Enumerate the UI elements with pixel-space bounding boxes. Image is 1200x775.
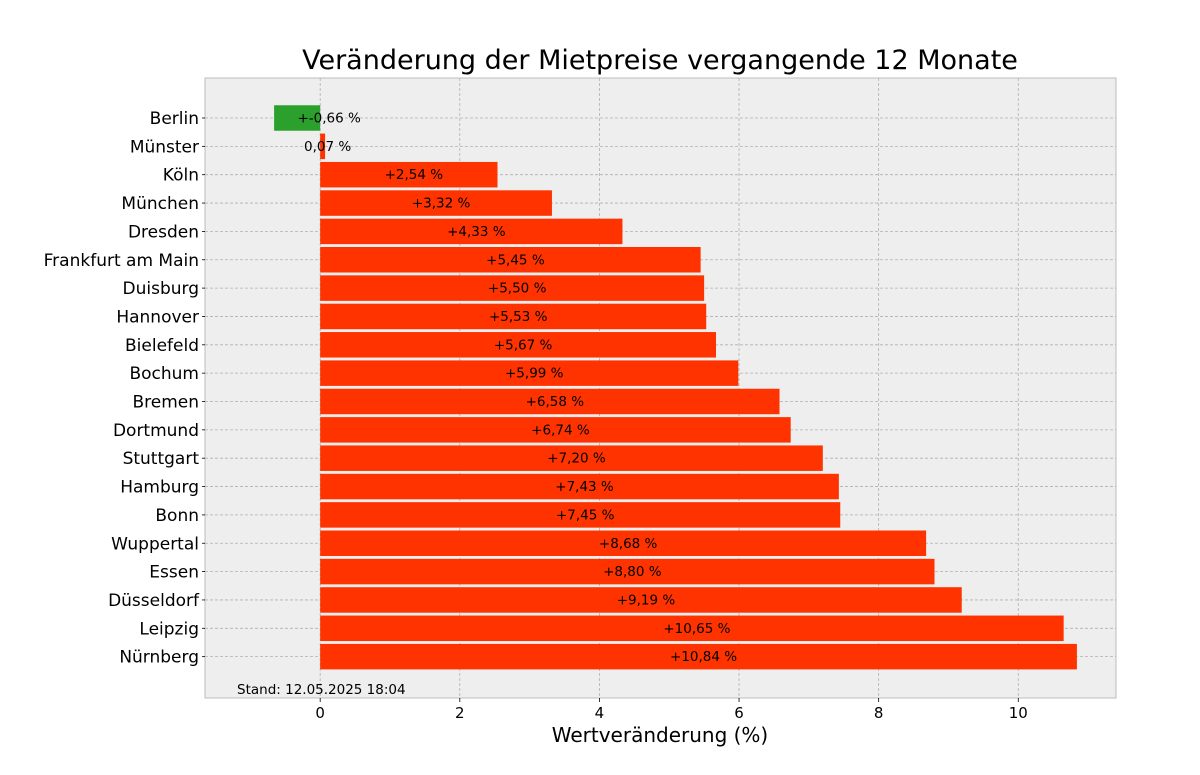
y-category-label: Bielefeld xyxy=(125,336,199,356)
bar xyxy=(320,417,791,443)
bar xyxy=(320,388,780,415)
bar xyxy=(320,303,707,330)
bar xyxy=(320,275,705,301)
x-tick-label: 6 xyxy=(734,704,744,722)
y-category-label: Köln xyxy=(163,166,199,186)
bar xyxy=(320,473,839,500)
y-category-label: Nürnberg xyxy=(119,648,199,668)
y-category-label: Dresden xyxy=(128,222,199,242)
x-tick-label: 8 xyxy=(874,704,884,722)
bar xyxy=(320,445,823,471)
x-axis-tick-labels: 0 2 4 6 8 10 xyxy=(315,698,1028,722)
bar-value-label: +7,43 % xyxy=(555,479,614,495)
y-category-label: Hannover xyxy=(116,307,199,327)
bar-value-label: +7,20 % xyxy=(547,451,606,467)
bar-value-label: +8,80 % xyxy=(603,564,662,580)
y-category-label: Düsseldorf xyxy=(108,591,200,611)
bar-value-label: +10,65 % xyxy=(663,621,730,637)
y-category-label: Hamburg xyxy=(120,478,199,498)
bar-value-label: +6,74 % xyxy=(531,422,590,438)
bar xyxy=(320,615,1064,642)
bar-value-label: +8,68 % xyxy=(599,536,658,552)
bar xyxy=(320,190,552,216)
y-category-label: Wuppertal xyxy=(111,534,199,554)
bar-value-label: +7,45 % xyxy=(556,507,615,523)
bar xyxy=(274,105,321,131)
y-category-label: Stuttgart xyxy=(123,449,200,469)
bar xyxy=(320,502,841,528)
bar xyxy=(320,530,927,556)
timestamp-annotation: Stand: 12.05.2025 18:04 xyxy=(237,682,406,698)
y-category-label: Dortmund xyxy=(113,421,199,441)
bar xyxy=(320,643,1077,670)
y-category-label: Frankfurt am Main xyxy=(44,251,199,271)
y-category-label: Leipzig xyxy=(139,619,199,639)
y-category-label: Bremen xyxy=(132,393,199,413)
chart-title: Veränderung der Mietpreise vergangende 1… xyxy=(302,45,1018,76)
bar xyxy=(320,558,935,585)
bar xyxy=(320,133,326,160)
bar xyxy=(320,161,498,188)
x-tick-label: 0 xyxy=(315,704,325,722)
bar-value-label: +2,54 % xyxy=(385,167,444,183)
bar-value-label: +4,33 % xyxy=(447,224,506,240)
bar-value-label: +9,19 % xyxy=(617,592,676,608)
bar-value-label: +-0,66 % xyxy=(297,111,361,127)
bar-value-label: +5,53 % xyxy=(489,309,548,325)
y-category-label: Bochum xyxy=(129,364,199,384)
x-tick-label: 4 xyxy=(595,704,605,722)
y-category-label: Essen xyxy=(149,563,199,583)
bar-value-label: +3,32 % xyxy=(412,196,471,212)
bar-value-label: +5,50 % xyxy=(488,281,547,297)
bar-value-label: +5,99 % xyxy=(505,366,564,382)
y-category-label: Bonn xyxy=(155,506,199,526)
bars xyxy=(274,105,1077,670)
data-labels: +-0,66 % 0,07 % +2,54 % +3,32 % +4,33 % +5,45… xyxy=(297,111,737,666)
bar-value-label: 0,07 % xyxy=(304,139,351,155)
x-tick-label: 10 xyxy=(1009,704,1028,722)
x-axis-label: Wertveränderung (%) xyxy=(552,723,769,747)
x-tick-label: 2 xyxy=(455,704,465,722)
y-category-label: Münster xyxy=(130,137,199,157)
bar-value-label: +5,45 % xyxy=(486,252,545,268)
y-category-label: Berlin xyxy=(150,109,199,129)
y-category-label: München xyxy=(121,194,199,214)
bar xyxy=(320,587,962,613)
y-category-label: Duisburg xyxy=(123,279,200,299)
bar-value-label: +6,58 % xyxy=(526,394,585,410)
bar-value-label: +5,67 % xyxy=(494,337,553,353)
bar xyxy=(320,332,716,358)
bar xyxy=(320,360,739,386)
bar xyxy=(320,218,623,245)
y-axis-category-labels: Berlin Münster Köln München Dresden Frankfurt… xyxy=(44,109,205,668)
bar xyxy=(320,247,701,273)
bar-value-label: +10,84 % xyxy=(670,649,737,665)
